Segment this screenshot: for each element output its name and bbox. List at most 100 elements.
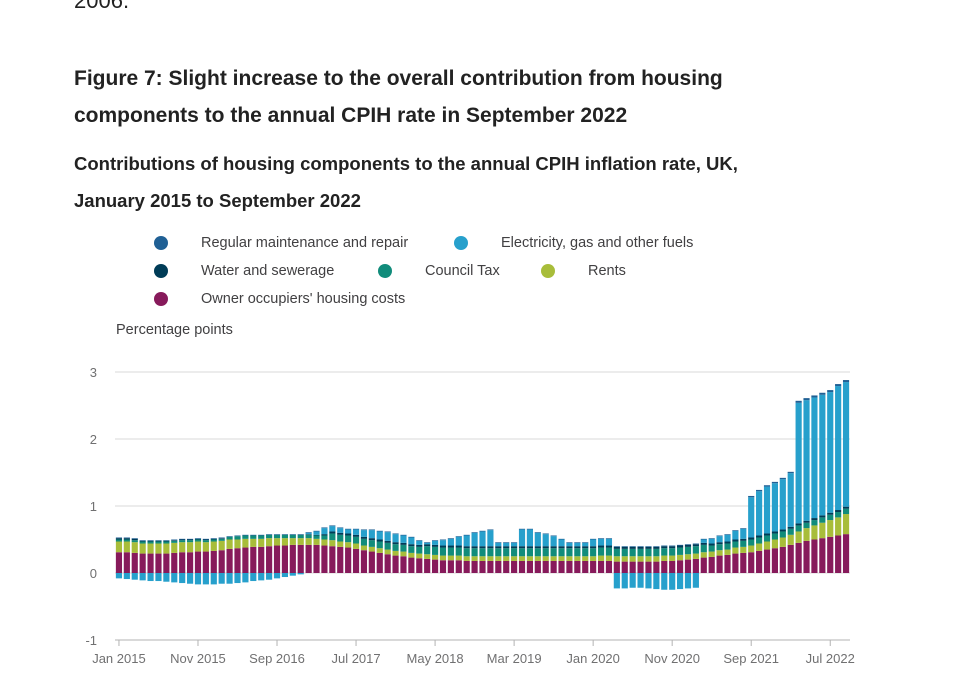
bar-segment[interactable] xyxy=(400,534,407,536)
bar-segment[interactable] xyxy=(416,553,423,559)
bar-segment[interactable] xyxy=(179,552,186,573)
bar-segment[interactable] xyxy=(115,573,123,579)
bar-segment[interactable] xyxy=(210,541,217,551)
bar-segment[interactable] xyxy=(740,552,747,573)
bar-segment[interactable] xyxy=(352,529,360,535)
bar-segment[interactable] xyxy=(210,550,217,573)
bar-segment[interactable] xyxy=(621,546,628,547)
bar-segment[interactable] xyxy=(487,560,494,573)
bar-segment[interactable] xyxy=(187,538,194,540)
bar-segment[interactable] xyxy=(313,531,320,535)
bar-segment[interactable] xyxy=(163,573,170,582)
bar-segment[interactable] xyxy=(653,546,660,547)
bar-segment[interactable] xyxy=(368,538,375,541)
bar-segment[interactable] xyxy=(669,546,676,549)
bar-segment[interactable] xyxy=(692,558,699,573)
bar-segment[interactable] xyxy=(661,545,668,547)
bar-segment[interactable] xyxy=(503,548,510,557)
bar-segment[interactable] xyxy=(487,546,494,549)
bar-segment[interactable] xyxy=(629,556,636,562)
bar-segment[interactable] xyxy=(842,382,850,507)
bar-segment[interactable] xyxy=(139,540,146,541)
bar-segment[interactable] xyxy=(471,548,478,557)
bar-segment[interactable] xyxy=(827,536,834,573)
bar-segment[interactable] xyxy=(281,573,288,578)
bar-segment[interactable] xyxy=(503,546,510,549)
bar-segment[interactable] xyxy=(582,542,589,543)
bar-segment[interactable] xyxy=(605,555,613,561)
bar-segment[interactable] xyxy=(542,556,549,561)
bar-segment[interactable] xyxy=(218,538,225,541)
bar-segment[interactable] xyxy=(360,536,368,539)
bar-segment[interactable] xyxy=(487,530,494,547)
bar-segment[interactable] xyxy=(700,557,707,573)
bar-segment[interactable] xyxy=(653,548,660,557)
bar-segment[interactable] xyxy=(337,528,344,533)
bar-segment[interactable] xyxy=(779,529,786,532)
bar-segment[interactable] xyxy=(771,533,778,540)
bar-segment[interactable] xyxy=(273,534,281,539)
bar-segment[interactable] xyxy=(526,556,533,561)
bar-segment[interactable] xyxy=(187,552,194,573)
bar-segment[interactable] xyxy=(518,548,526,557)
bar-segment[interactable] xyxy=(621,573,628,589)
bar-segment[interactable] xyxy=(748,537,755,540)
bar-segment[interactable] xyxy=(194,551,202,573)
bar-segment[interactable] xyxy=(171,540,178,543)
bar-segment[interactable] xyxy=(677,545,684,548)
bar-segment[interactable] xyxy=(313,530,320,532)
bar-segment[interactable] xyxy=(155,540,162,541)
bar-segment[interactable] xyxy=(740,546,747,553)
bar-segment[interactable] xyxy=(771,483,778,532)
bar-segment[interactable] xyxy=(582,546,589,549)
bar-segment[interactable] xyxy=(590,538,597,540)
bar-segment[interactable] xyxy=(194,538,202,540)
bar-segment[interactable] xyxy=(518,528,526,530)
bar-segment[interactable] xyxy=(597,538,605,546)
bar-segment[interactable] xyxy=(835,386,842,511)
bar-segment[interactable] xyxy=(700,539,707,543)
bar-segment[interactable] xyxy=(637,546,644,549)
bar-segment[interactable] xyxy=(123,573,130,580)
bar-segment[interactable] xyxy=(716,550,723,556)
bar-segment[interactable] xyxy=(305,532,312,533)
bar-segment[interactable] xyxy=(795,531,802,543)
bar-segment[interactable] xyxy=(811,520,818,526)
bar-segment[interactable] xyxy=(139,543,146,554)
bar-segment[interactable] xyxy=(384,549,391,555)
bar-segment[interactable] xyxy=(352,543,360,549)
bar-segment[interactable] xyxy=(724,541,731,544)
bar-segment[interactable] xyxy=(368,551,375,573)
bar-segment[interactable] xyxy=(763,533,771,536)
legend-item-owner-occupiers[interactable]: Owner occupiers' housing costs xyxy=(154,288,405,310)
bar-segment[interactable] xyxy=(218,538,225,539)
bar-segment[interactable] xyxy=(424,554,431,559)
bar-segment[interactable] xyxy=(842,508,850,515)
bar-segment[interactable] xyxy=(376,539,383,542)
bar-segment[interactable] xyxy=(597,560,605,573)
bar-segment[interactable] xyxy=(574,556,581,561)
bar-segment[interactable] xyxy=(495,560,502,573)
bar-segment[interactable] xyxy=(787,534,794,545)
bar-segment[interactable] xyxy=(827,520,834,537)
bar-segment[interactable] xyxy=(811,539,818,574)
bar-segment[interactable] xyxy=(368,540,375,547)
bar-segment[interactable] xyxy=(266,534,273,535)
bar-segment[interactable] xyxy=(258,573,265,581)
bar-segment[interactable] xyxy=(424,542,431,545)
bar-segment[interactable] xyxy=(629,546,636,547)
bar-segment[interactable] xyxy=(732,530,739,540)
bar-segment[interactable] xyxy=(289,534,296,539)
bar-segment[interactable] xyxy=(740,528,747,539)
bar-segment[interactable] xyxy=(289,534,296,535)
bar-segment[interactable] xyxy=(210,539,217,542)
bar-segment[interactable] xyxy=(463,560,470,573)
bar-segment[interactable] xyxy=(771,539,778,549)
bar-segment[interactable] xyxy=(400,544,407,552)
bar-segment[interactable] xyxy=(661,560,668,573)
bar-segment[interactable] xyxy=(139,553,146,573)
bar-segment[interactable] xyxy=(408,544,415,547)
bar-segment[interactable] xyxy=(653,573,660,590)
bar-segment[interactable] xyxy=(558,538,565,540)
bar-segment[interactable] xyxy=(661,546,668,549)
